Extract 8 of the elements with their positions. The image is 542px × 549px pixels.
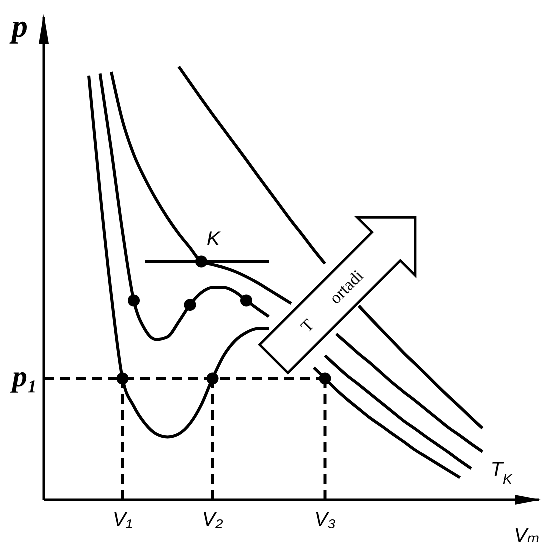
series-label: K [206, 228, 222, 251]
y-axis-title: p [9, 8, 28, 44]
x-tick-label: V₂ [202, 509, 224, 532]
series-label: p₁ [10, 360, 38, 394]
series-label: T$_{K}$ [490, 458, 513, 487]
x-tick-label: V₃ [314, 509, 336, 532]
x-tick-label: V₁ [112, 509, 133, 532]
x-axis-title: Vₘ [514, 525, 540, 547]
